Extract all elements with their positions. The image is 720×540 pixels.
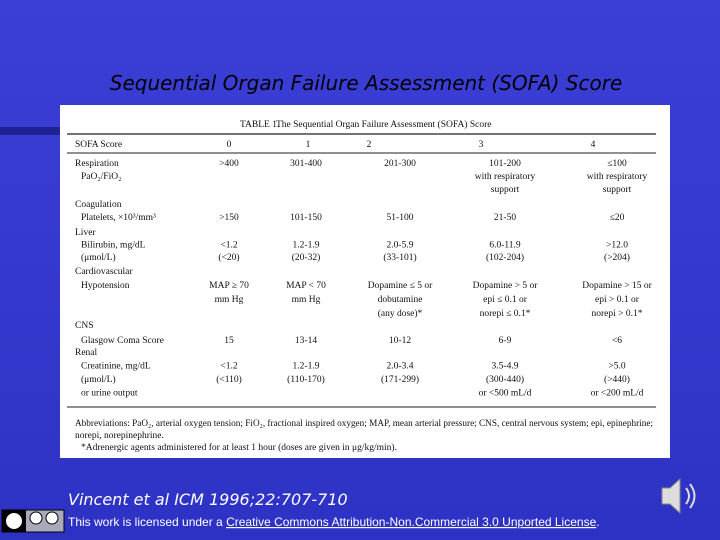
slide-title: Sequential Organ Failure Assessment (SOF… [110, 71, 623, 95]
table-cell: <6 [612, 336, 622, 346]
table-cell: (110-170) [287, 374, 325, 385]
table-cell: (>440) [604, 374, 630, 385]
abbreviations: norepi, norepinephrine. [75, 431, 164, 441]
table-cell: or <200 mL/d [591, 389, 644, 399]
table-cell: (171-299) [381, 374, 419, 385]
row-label: Renal [75, 348, 98, 358]
table-cell: >5.0 [608, 362, 625, 372]
license-link[interactable]: Creative Commons Attribution-Non.Commerc… [226, 515, 596, 529]
table-cell: 15 [224, 336, 234, 346]
table-cell: (any dose)* [378, 308, 423, 319]
table-cell: 10-12 [389, 336, 411, 346]
table-cell: (102-204) [486, 252, 524, 263]
table-cell: Dopamine > 15 or [582, 281, 652, 291]
table-cell: dobutamine [378, 295, 423, 305]
footnote: *Adrenergic agents administered for at l… [81, 442, 397, 453]
speaker-icon [661, 477, 696, 515]
header-cell: 1 [306, 140, 311, 150]
table-cell: (<110) [216, 374, 242, 385]
header-cell: 3 [479, 140, 484, 150]
table-cell: epi > 0.1 or [595, 295, 640, 305]
header-cell: 4 [591, 140, 596, 150]
header-cell: 2 [367, 140, 372, 150]
row-label: Cardiovascular [75, 267, 133, 277]
table-cell: support [603, 185, 632, 195]
row-label: Liver [75, 228, 96, 238]
table-cell: 1.2-1.9 [293, 362, 320, 372]
table-cell: norepi ≤ 0.1* [480, 309, 531, 319]
table-cell: MAP < 70 [286, 281, 326, 291]
table-cell: 6-9 [499, 336, 512, 346]
table-cell: 301-400 [290, 159, 322, 169]
table-cell: ≤100 [607, 159, 627, 169]
accent-bar [0, 127, 62, 135]
table-cell: with respiratory [587, 172, 648, 182]
row-label: CNS [75, 321, 93, 331]
row-label: Creatinine, mg/dL [81, 362, 151, 372]
row-label: Glasgow Coma Score [81, 336, 164, 346]
table-cell: 101-150 [290, 213, 322, 223]
table-cell: or <500 mL/d [479, 389, 532, 399]
table-cell: 101-200 [489, 159, 521, 169]
table-cell: Dopamine > 5 or [473, 281, 539, 291]
row-label: Respiration [75, 159, 119, 169]
header-cell: SOFA Score [75, 140, 122, 150]
table-cell: ≤20 [610, 213, 625, 223]
table-cell: 21-50 [494, 213, 516, 223]
caption: The Sequential Organ Failure Assessment … [276, 119, 491, 130]
table-cell: >150 [219, 213, 239, 223]
table-cell: 3.5-4.9 [492, 362, 519, 372]
license-prefix: This work is licensed under a [68, 515, 226, 529]
row-label: Coagulation [75, 200, 122, 210]
row-label: Hypotension [81, 281, 130, 291]
row-label: or urine output [81, 389, 138, 399]
table-cell: Dopamine ≤ 5 or [368, 281, 433, 291]
table-cell: (<20) [218, 252, 239, 263]
row-label: (μmol/L) [81, 374, 116, 385]
table-cell: >12.0 [606, 241, 628, 251]
table-cell: <1.2 [220, 362, 237, 372]
citation: Vincent et al ICM 1996;22:707-710 [68, 490, 348, 509]
table-cell: 13-14 [295, 336, 317, 346]
table-cell: norepi > 0.1* [591, 309, 642, 319]
abbreviations: Abbreviations: PaO₂, arterial oxygen ten… [75, 418, 653, 429]
table-cell: 1.2-1.9 [293, 241, 320, 251]
table-cell: (33-101) [383, 252, 416, 263]
table-cell: support [491, 185, 520, 195]
header-cell: 0 [227, 140, 232, 150]
license-suffix: . [596, 515, 599, 529]
table-cell: >400 [219, 159, 239, 169]
license: This work is licensed under a Creative C… [68, 515, 600, 529]
table-cell: with respiratory [475, 172, 536, 182]
row-label: PaO₂/FiO₂ [81, 172, 121, 182]
table-cell: (300-440) [486, 374, 524, 385]
row-label: Bilirubin, mg/dL [81, 241, 146, 251]
cc-badge [1, 509, 65, 533]
table-cell: MAP ≥ 70 [209, 281, 249, 291]
table-cell: mm Hg [292, 295, 321, 305]
table-cell: 6.0-11.9 [489, 241, 521, 251]
table-cell: (>204) [604, 252, 630, 263]
row-label: Platelets, ×10³/mm³ [81, 213, 156, 223]
table-cell: 51-100 [387, 213, 414, 223]
caption-label: TABLE 1. [240, 120, 279, 130]
row-label: (μmol/L) [81, 252, 116, 263]
table-cell: <1.2 [220, 241, 237, 251]
table-panel [60, 105, 670, 458]
table-cell: 201-300 [384, 159, 416, 169]
table: TABLE 1.The Sequential Organ Failure Ass… [67, 119, 656, 453]
table-cell: epi ≤ 0.1 or [483, 295, 528, 305]
table-cell: 2.0-5.9 [387, 241, 414, 251]
table-cell: mm Hg [215, 295, 244, 305]
table-cell: 2.0-3.4 [387, 362, 414, 372]
table-cell: (20-32) [292, 252, 321, 263]
